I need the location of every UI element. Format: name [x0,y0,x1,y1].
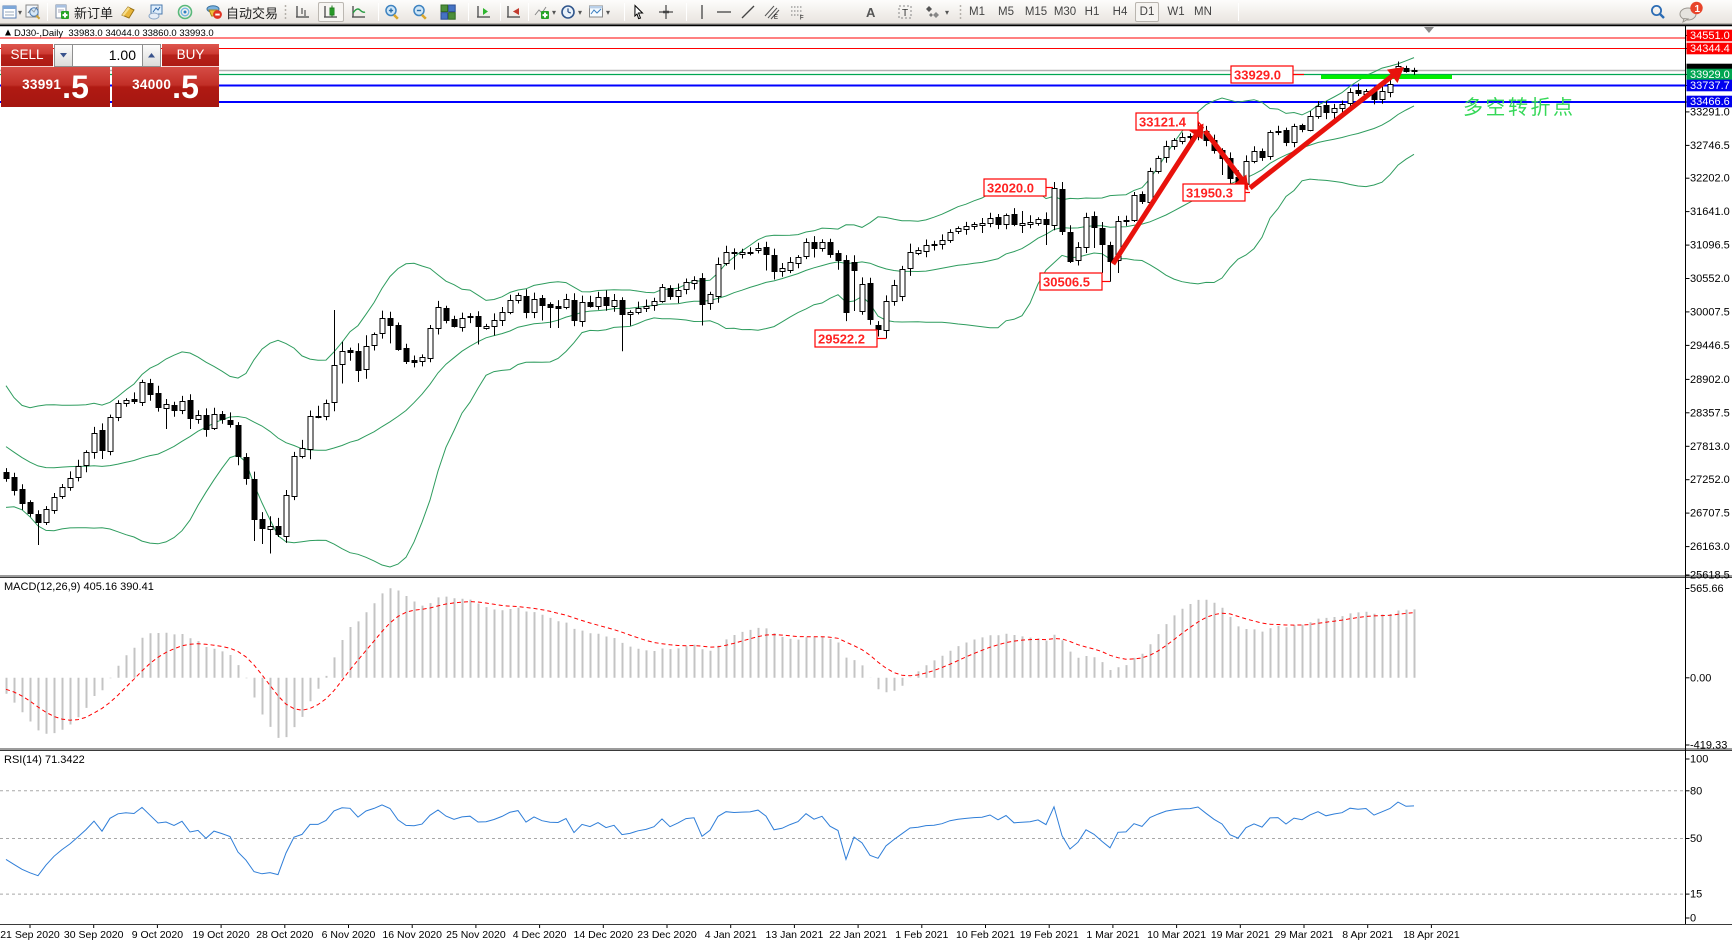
svg-text:MACD(12,26,9) 405.16 390.41: MACD(12,26,9) 405.16 390.41 [4,581,154,593]
svg-text:22 Jan 2021: 22 Jan 2021 [829,929,887,941]
svg-text:30 Sep 2020: 30 Sep 2020 [64,929,124,941]
svg-text:80: 80 [1690,785,1702,797]
svg-text:26163.0: 26163.0 [1690,541,1730,553]
svg-text:10 Feb 2021: 10 Feb 2021 [956,929,1015,941]
svg-text:4 Jan 2021: 4 Jan 2021 [705,929,757,941]
svg-text:16 Nov 2020: 16 Nov 2020 [382,929,442,941]
svg-text:33121.4: 33121.4 [1139,115,1187,130]
svg-text:29 Mar 2021: 29 Mar 2021 [1275,929,1334,941]
svg-text:30007.5: 30007.5 [1690,306,1730,318]
svg-text:25618.5: 25618.5 [1690,570,1730,582]
svg-text:1 Mar 2021: 1 Mar 2021 [1086,929,1139,941]
svg-text:10 Mar 2021: 10 Mar 2021 [1147,929,1206,941]
svg-text:25 Nov 2020: 25 Nov 2020 [446,929,506,941]
svg-text:28357.5: 28357.5 [1690,407,1730,419]
svg-text:33737.7: 33737.7 [1690,80,1730,92]
svg-text:13 Jan 2021: 13 Jan 2021 [765,929,823,941]
svg-text:0: 0 [1690,913,1696,925]
svg-text:6 Nov 2020: 6 Nov 2020 [322,929,376,941]
svg-text:23 Dec 2020: 23 Dec 2020 [637,929,697,941]
svg-text:-419.33: -419.33 [1690,740,1727,752]
svg-text:E: E [774,15,778,20]
svg-text:F: F [800,16,804,21]
svg-text:100: 100 [1690,754,1708,766]
svg-text:31641.0: 31641.0 [1690,206,1730,218]
svg-text:32202.0: 32202.0 [1690,173,1730,185]
svg-text:1 Feb 2021: 1 Feb 2021 [895,929,948,941]
svg-text:29522.2: 29522.2 [818,332,865,347]
svg-text:33929.0: 33929.0 [1690,69,1730,81]
svg-text:26707.5: 26707.5 [1690,508,1730,520]
svg-text:DJ30-,Daily 33983.0 34044.0 3: DJ30-,Daily 33983.0 34044.0 33860.0 3399… [14,28,214,39]
svg-text:27813.0: 27813.0 [1690,441,1730,453]
svg-text:31950.3: 31950.3 [1186,186,1233,201]
svg-text:565.66: 565.66 [1690,583,1724,595]
svg-text:8 Apr 2021: 8 Apr 2021 [1342,929,1393,941]
svg-text:21 Sep 2020: 21 Sep 2020 [0,929,60,941]
svg-text:28 Oct 2020: 28 Oct 2020 [256,929,313,941]
svg-text:31096.5: 31096.5 [1690,240,1730,252]
svg-text:15: 15 [1690,889,1702,901]
svg-text:30552.0: 30552.0 [1690,273,1730,285]
svg-text:多空转折点: 多空转折点 [1463,96,1576,119]
svg-text:29446.5: 29446.5 [1690,340,1730,352]
svg-text:33466.6: 33466.6 [1690,96,1730,108]
svg-text:14 Dec 2020: 14 Dec 2020 [574,929,634,941]
svg-text:32020.0: 32020.0 [987,181,1034,196]
svg-text:30506.5: 30506.5 [1043,275,1090,290]
svg-text:32746.5: 32746.5 [1690,140,1730,152]
svg-text:18 Apr 2021: 18 Apr 2021 [1403,929,1460,941]
svg-text:19 Oct 2020: 19 Oct 2020 [192,929,249,941]
svg-text:19 Feb 2021: 19 Feb 2021 [1020,929,1079,941]
svg-text:34551.0: 34551.0 [1690,30,1730,42]
svg-text:T: T [902,8,908,19]
svg-text:1: 1 [1695,4,1701,15]
svg-text:19 Mar 2021: 19 Mar 2021 [1211,929,1270,941]
svg-text:33929.0: 33929.0 [1234,68,1281,83]
svg-text:9 Oct 2020: 9 Oct 2020 [132,929,184,941]
svg-text:34344.4: 34344.4 [1690,43,1730,55]
svg-text:33291.0: 33291.0 [1690,106,1730,118]
svg-text:RSI(14) 71.3422: RSI(14) 71.3422 [4,754,85,766]
svg-text:50: 50 [1690,833,1702,845]
svg-text:28902.0: 28902.0 [1690,374,1730,386]
svg-text:0.00: 0.00 [1690,672,1711,684]
svg-text:27252.0: 27252.0 [1690,474,1730,486]
svg-text:4 Dec 2020: 4 Dec 2020 [513,929,567,941]
